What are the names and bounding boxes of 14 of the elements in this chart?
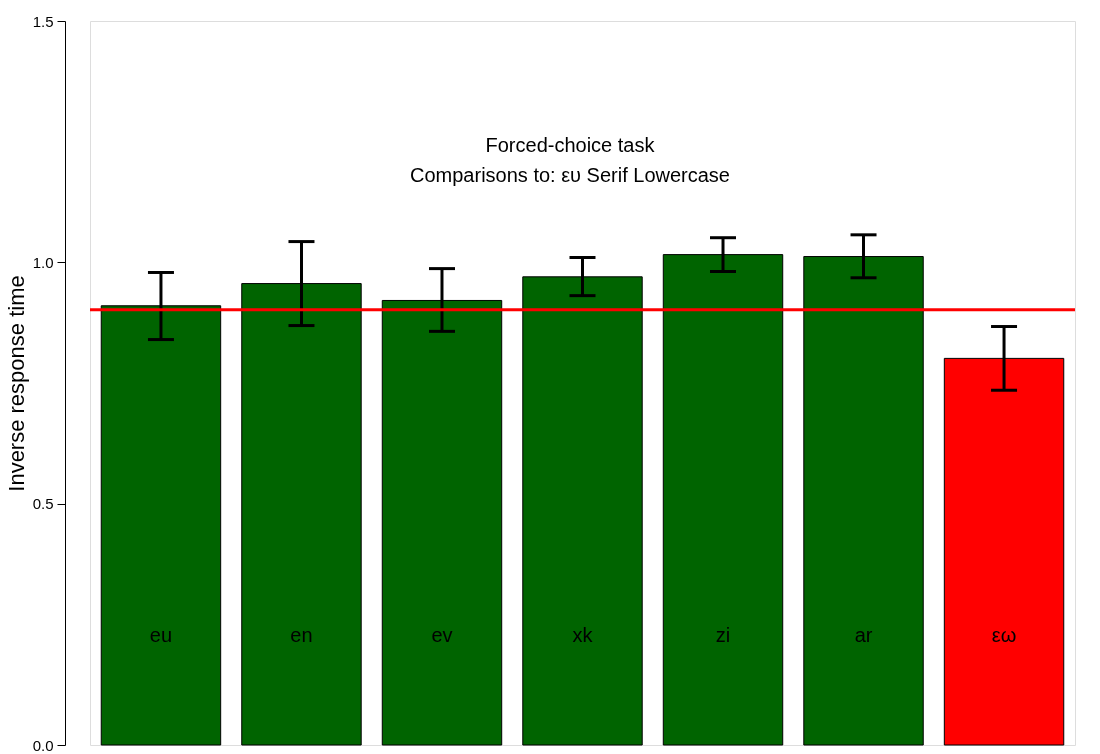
y-tick-label: 0.0 (32, 736, 54, 754)
text: Forced-choice task (485, 134, 656, 156)
x-tick-label: zi (715, 624, 731, 646)
x-tick-label: ev (431, 624, 453, 646)
x-tick-label: ar (854, 624, 873, 646)
y-tick-label: 1.0 (32, 253, 54, 271)
y-tick-label: 0.5 (32, 495, 54, 513)
x-tick-label: xk (572, 624, 594, 646)
x-tick-label: εω (991, 624, 1017, 646)
y-axis-title: Inverse response time (3, 275, 29, 492)
x-tick-label: en (290, 624, 313, 646)
text: Comparisons to: ευ Serif Lowercase (410, 164, 730, 186)
x-tick-label: eu (149, 624, 173, 646)
y-tick-label: 1.5 (32, 12, 54, 30)
